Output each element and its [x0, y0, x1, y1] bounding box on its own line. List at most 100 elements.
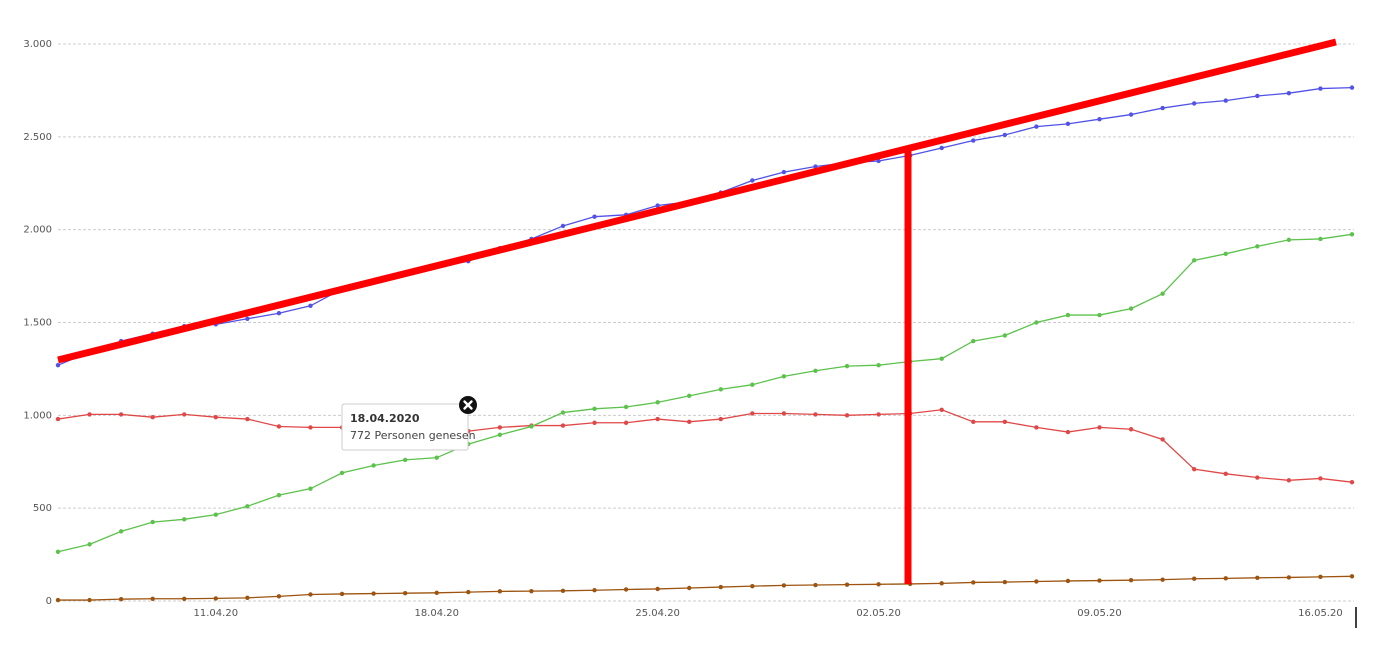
data-point: [655, 416, 660, 422]
x-tick-label: 02.05.20: [856, 608, 901, 619]
data-point: [339, 470, 345, 476]
data-point: [560, 423, 566, 428]
data-point: [1349, 85, 1355, 90]
data-point: [971, 419, 976, 425]
data-point: [623, 420, 629, 425]
data-point: [939, 407, 944, 412]
data-point: [655, 203, 660, 208]
data-point: [1097, 578, 1102, 583]
data-point: [1349, 574, 1355, 579]
data-point: [687, 393, 692, 399]
series-line: [57, 86, 1353, 366]
data-point: [844, 363, 850, 369]
data-point: [1034, 579, 1039, 584]
data-point: [876, 363, 881, 368]
y-tick-label: 3.000: [23, 39, 52, 50]
data-point: [844, 413, 850, 418]
tooltip: 18.04.2020 772 Personen genesen: [341, 396, 477, 451]
data-point: [876, 412, 881, 417]
data-point: [55, 597, 61, 603]
y-tick-label: 0: [46, 596, 52, 607]
data-point: [118, 596, 124, 602]
data-point: [213, 596, 219, 601]
data-point: [245, 416, 250, 422]
data-point: [1223, 471, 1228, 477]
data-point: [560, 223, 566, 229]
y-tick-label: 1.000: [23, 410, 52, 421]
data-point: [1128, 427, 1134, 432]
data-point: [308, 303, 313, 308]
data-point: [1191, 576, 1197, 581]
tooltip-title: 18.04.2020: [350, 412, 420, 425]
data-point: [497, 425, 503, 430]
data-point: [245, 504, 250, 509]
data-point: [718, 584, 723, 590]
data-point: [687, 585, 692, 591]
data-point: [1191, 101, 1197, 106]
data-point: [560, 588, 566, 593]
trend-annotation: [57, 38, 1337, 364]
data-point: [150, 414, 155, 420]
data-point: [1002, 579, 1008, 585]
data-point: [1097, 425, 1102, 430]
data-point: [1160, 437, 1165, 442]
tooltip-box: [341, 403, 469, 451]
data-point: [402, 457, 408, 463]
data-point: [87, 542, 92, 547]
data-point: [150, 519, 155, 525]
data-point: [1128, 578, 1134, 583]
data-point: [876, 158, 881, 164]
data-point: [813, 582, 818, 588]
data-point: [308, 425, 313, 430]
data-point: [813, 412, 818, 417]
data-point: [1065, 429, 1071, 435]
data-point: [1097, 116, 1102, 122]
data-point: [245, 595, 250, 601]
y-tick-label: 2.000: [23, 225, 52, 236]
data-point: [1002, 419, 1008, 425]
data-point: [750, 583, 755, 589]
data-point: [1065, 121, 1071, 127]
data-point: [655, 400, 660, 405]
data-point: [497, 432, 503, 438]
series-line: [58, 575, 1353, 601]
data-point: [1255, 93, 1260, 99]
data-point: [339, 591, 345, 597]
data-point: [308, 486, 313, 491]
data-point: [971, 138, 976, 143]
data-point: [1160, 577, 1165, 582]
tooltip-close[interactable]: [459, 396, 477, 414]
data-point: [1034, 425, 1039, 430]
data-point: [1255, 575, 1260, 580]
data-point: [876, 582, 881, 587]
data-point: [971, 338, 976, 344]
data-point: [813, 164, 818, 169]
data-point: [276, 424, 282, 429]
data-point: [781, 411, 787, 416]
data-point: [750, 411, 755, 416]
data-point: [813, 368, 818, 373]
data-point: [55, 416, 61, 422]
data-point: [687, 419, 692, 425]
data-point: [529, 424, 534, 429]
data-point: [402, 591, 408, 596]
data-point: [1223, 98, 1228, 103]
tooltip-text: 772 Personen genesen: [350, 429, 476, 442]
data-point: [844, 582, 850, 587]
data-point: [592, 214, 597, 219]
data-point: [939, 581, 944, 586]
data-point: [1286, 237, 1292, 243]
x-tick-label: 16.05.20: [1298, 608, 1343, 619]
data-point: [1255, 244, 1260, 249]
data-point: [750, 382, 755, 387]
data-point: [1128, 112, 1134, 117]
data-point: [1318, 236, 1323, 242]
data-point: [781, 583, 787, 588]
data-point: [1160, 105, 1165, 111]
data-point: [434, 455, 439, 460]
data-point: [87, 412, 92, 417]
data-point: [1318, 476, 1323, 481]
data-point: [245, 316, 250, 321]
x-tick-label: 11.04.20: [194, 608, 239, 619]
